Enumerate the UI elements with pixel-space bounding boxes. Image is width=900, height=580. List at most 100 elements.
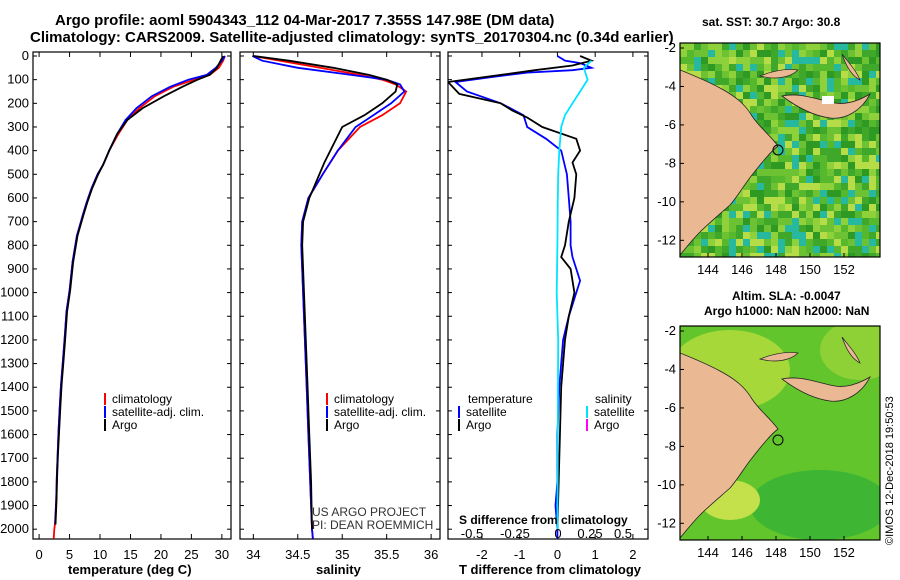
sst-cell: [876, 71, 880, 78]
sst-cell: [708, 239, 715, 246]
sst-cell: [764, 92, 771, 99]
sst-cell: [862, 57, 869, 64]
sst-cell: [764, 197, 771, 204]
sst-cell: [750, 176, 757, 183]
sst-cell: [827, 162, 834, 169]
sst-cell: [750, 253, 757, 257]
sst-cell: [827, 183, 834, 190]
sst-cell: [736, 197, 743, 204]
sst-cell: [750, 197, 757, 204]
x-tick-label: 1: [592, 547, 599, 562]
sst-cell: [855, 57, 862, 64]
sst-cell: [792, 204, 799, 211]
sst-cell: [876, 218, 880, 225]
sst-cell: [834, 134, 841, 141]
sst-cell: [715, 232, 722, 239]
sst-cell: [764, 78, 771, 85]
sst-cell: [715, 225, 722, 232]
sst-cell: [827, 134, 834, 141]
sst-cell: [778, 218, 785, 225]
sst-cell: [799, 176, 806, 183]
sst-cell: [862, 211, 869, 218]
sst-cell: [764, 183, 771, 190]
sst-cell: [785, 57, 792, 64]
sst-cell: [764, 43, 771, 50]
map-y-tick-label: -12: [657, 515, 676, 530]
sst-cell: [813, 253, 820, 257]
sst-cell: [778, 169, 785, 176]
sst-cell: [792, 127, 799, 134]
sst-cell: [876, 239, 880, 246]
series-line-temperature-satellite: [453, 55, 595, 539]
sst-cell: [841, 162, 848, 169]
sst-cell: [869, 183, 876, 190]
sst-cell: [820, 211, 827, 218]
sst-cell: [806, 232, 813, 239]
sst-cell: [799, 211, 806, 218]
sst-cell: [827, 225, 834, 232]
sst-cell: [736, 253, 743, 257]
sst-cell: [848, 78, 855, 85]
sst-cell: [869, 148, 876, 155]
sst-cell: [764, 57, 771, 64]
sla-map-title-1: Altim. SLA: -0.0047: [732, 289, 841, 303]
sst-cell: [708, 225, 715, 232]
depth-tick-label: 0: [22, 48, 29, 63]
sst-cell: [722, 85, 729, 92]
x-tick-label: 36: [424, 547, 438, 562]
sst-cell: [771, 78, 778, 85]
sst-cell: [869, 106, 876, 113]
sst-cell: [799, 253, 806, 257]
sst-cell: [841, 176, 848, 183]
sst-cell: [792, 78, 799, 85]
sst-cell: [757, 204, 764, 211]
series-line-temperature-argo: [448, 55, 595, 530]
sst-cell: [834, 43, 841, 50]
sst-cell: [827, 211, 834, 218]
small-island: [758, 69, 799, 79]
sst-cell: [792, 190, 799, 197]
sst-cell: [743, 85, 750, 92]
sst-cell: [869, 113, 876, 120]
sst-cell: [806, 211, 813, 218]
sst-cell: [848, 211, 855, 218]
sst-cell: [757, 99, 764, 106]
sst-cell: [827, 64, 834, 71]
salinity-legend: climatology satellite-adj. clim. Argo US…: [312, 392, 433, 532]
sst-cell: [862, 246, 869, 253]
sst-cell: [785, 43, 792, 50]
sst-cell: [834, 78, 841, 85]
sst-cell: [820, 162, 827, 169]
sst-cell: [806, 57, 813, 64]
sst-cell: [806, 148, 813, 155]
sst-cell: [862, 141, 869, 148]
sst-cell: [876, 64, 880, 71]
sst-cell: [701, 246, 708, 253]
sst-cell: [820, 71, 827, 78]
sst-cell: [841, 71, 848, 78]
sst-cell: [771, 43, 778, 50]
sst-cell: [722, 232, 729, 239]
sst-cell: [743, 183, 750, 190]
sst-cell: [799, 134, 806, 141]
sst-cell: [785, 183, 792, 190]
sst-cell: [757, 78, 764, 85]
sst-cell: [806, 127, 813, 134]
sst-cell: [750, 204, 757, 211]
sst-cell: [813, 162, 820, 169]
sst-cell: [729, 50, 736, 57]
sst-cell: [771, 253, 778, 257]
sst-cell: [862, 127, 869, 134]
sla-map: Altim. SLA: -0.0047 Argo h1000: NaN h200…: [657, 289, 881, 560]
sst-map-frame: [679, 42, 881, 258]
sst-cell: [855, 155, 862, 162]
sst-cell: [687, 50, 694, 57]
sst-cell: [834, 162, 841, 169]
sst-cell: [778, 57, 785, 64]
sst-cell: [778, 141, 785, 148]
sst-cell: [799, 106, 806, 113]
sst-cell: [715, 246, 722, 253]
sst-cell: [715, 239, 722, 246]
legend-argo-mark: [104, 419, 106, 431]
sst-cell: [750, 92, 757, 99]
